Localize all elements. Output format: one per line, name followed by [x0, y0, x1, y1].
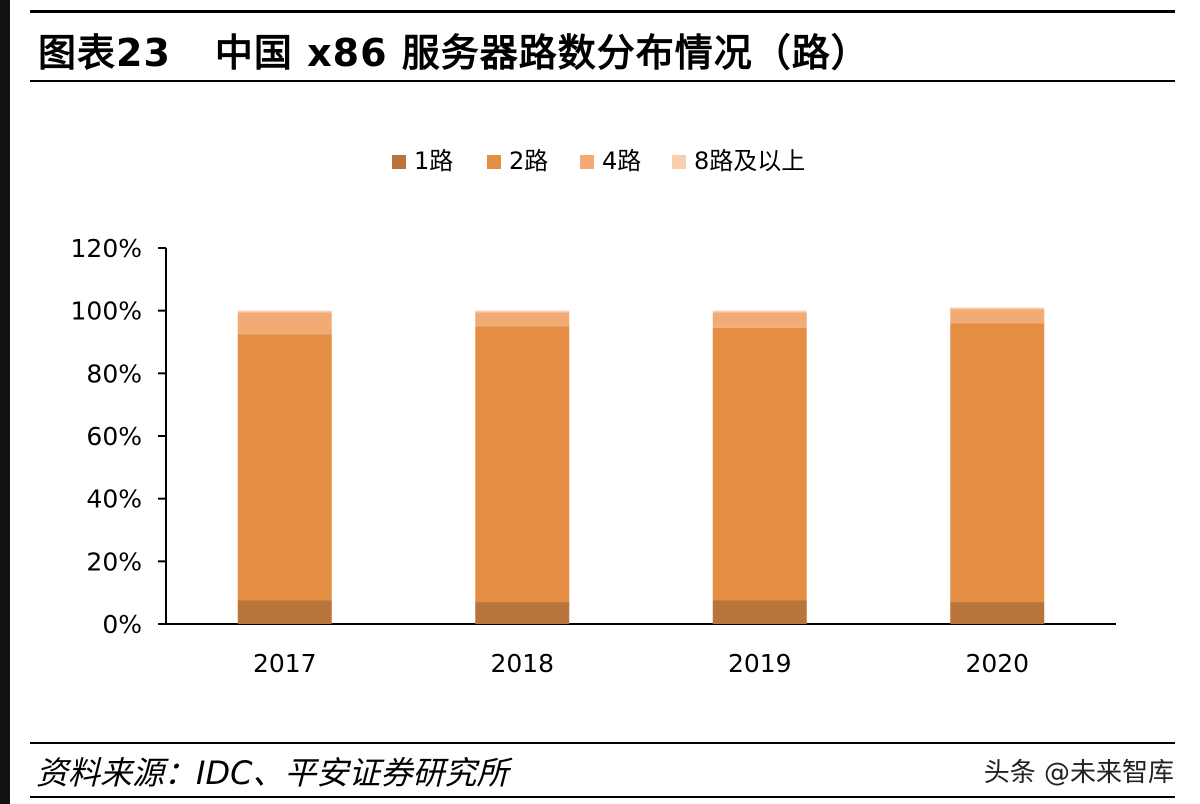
bar-2018-8路及以上 [475, 310, 570, 313]
y-tick-label-4: 80% [86, 359, 142, 388]
figure-title-text: 中国 x86 服务器路数分布情况（路） [214, 31, 870, 75]
x-tick-label-2020: 2020 [965, 649, 1029, 678]
y-tick-label-6: 120% [71, 234, 142, 263]
bar-2018-2路 [475, 326, 570, 603]
figure-title: 图表23 中国 x86 服务器路数分布情况（路） [38, 22, 870, 77]
bar-2019-1路 [712, 600, 807, 624]
bar-2017-2路 [237, 334, 332, 601]
watermark: 头条 @未来智库 [983, 758, 1174, 788]
top-rule [30, 10, 1175, 13]
legend-swatch-1 [487, 155, 501, 169]
y-tick-label-1: 20% [86, 547, 142, 576]
x-tick-label-2017: 2017 [253, 649, 317, 678]
bar-2019-4路 [712, 312, 807, 328]
bar-2020-4路 [950, 309, 1045, 324]
y-tick-label-3: 60% [86, 422, 142, 451]
y-tick-label-2: 40% [86, 485, 142, 514]
legend-swatch-2 [580, 155, 594, 169]
legend-swatch-3 [672, 155, 686, 169]
bar-2017-8路及以上 [237, 310, 332, 313]
legend-label-2: 4路 [602, 147, 641, 175]
x-tick-label-2018: 2018 [490, 649, 554, 678]
bar-2019-2路 [712, 327, 807, 601]
legend-label-1: 2路 [509, 147, 548, 175]
bottom-rule [30, 796, 1175, 798]
stacked-bar-chart: 1路 2路 4路 8路及以上 0% 20% 40% 60% 80% 100% 120% 2017 201… [71, 147, 1116, 678]
bar-2018-1路 [475, 602, 570, 624]
bar-2020-2路 [950, 323, 1045, 603]
source-rule [30, 742, 1175, 744]
legend-swatch-0 [392, 155, 406, 169]
y-tick-label-0: 0% [102, 610, 142, 639]
bar-2020-1路 [950, 602, 1045, 624]
bar-2019-8路及以上 [712, 310, 807, 313]
x-tick-label-2019: 2019 [728, 649, 792, 678]
source-note: 资料来源：IDC、平安证券研究所 [36, 754, 509, 792]
legend-label-0: 1路 [414, 147, 453, 175]
bar-2020-8路及以上 [950, 307, 1045, 310]
bar-2017-1路 [237, 600, 332, 624]
figure-number: 图表23 [38, 31, 171, 75]
left-edge-bar [0, 0, 10, 804]
title-rule [30, 80, 1175, 82]
bar-2018-4路 [475, 312, 570, 327]
y-tick-label-5: 100% [71, 297, 142, 326]
bar-2017-4路 [237, 312, 332, 335]
legend-label-3: 8路及以上 [694, 147, 805, 175]
